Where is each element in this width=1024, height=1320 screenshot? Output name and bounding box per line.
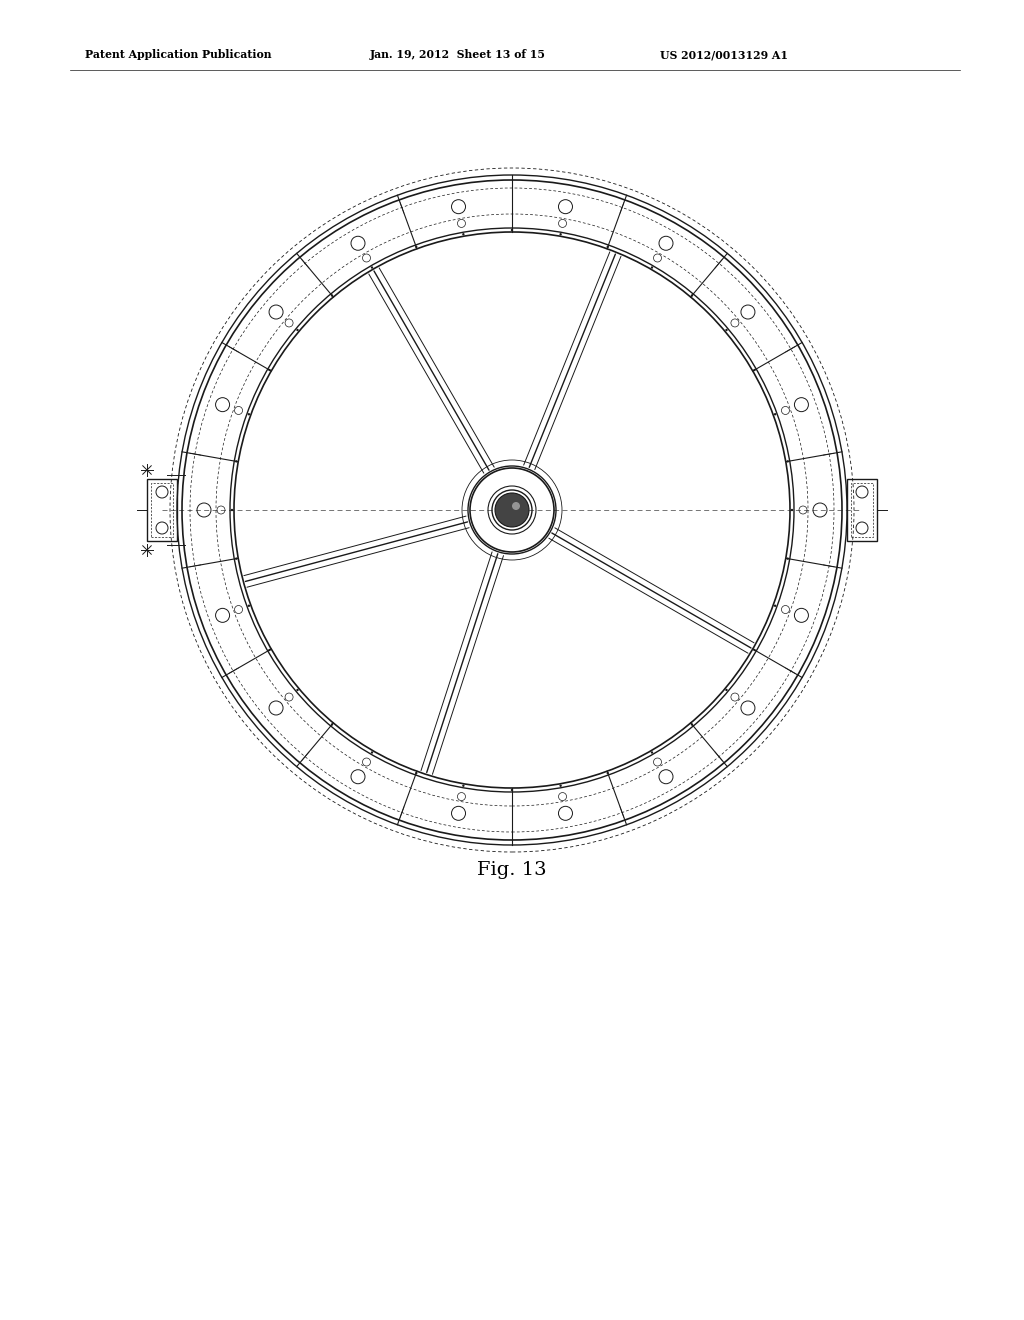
Bar — [151, 483, 173, 537]
Circle shape — [236, 557, 238, 560]
Circle shape — [462, 234, 465, 235]
Circle shape — [754, 649, 756, 651]
Circle shape — [725, 689, 728, 692]
Circle shape — [754, 368, 756, 371]
Circle shape — [511, 789, 513, 791]
Circle shape — [786, 461, 788, 462]
Circle shape — [512, 502, 520, 510]
Circle shape — [268, 649, 270, 651]
Bar — [147, 479, 177, 541]
Circle shape — [248, 605, 250, 607]
Circle shape — [559, 784, 562, 787]
Circle shape — [559, 234, 562, 235]
Circle shape — [511, 228, 513, 231]
Circle shape — [236, 461, 238, 462]
Circle shape — [791, 508, 794, 511]
Circle shape — [786, 557, 788, 560]
Circle shape — [268, 368, 270, 371]
Circle shape — [725, 329, 728, 331]
Circle shape — [331, 723, 333, 726]
Circle shape — [371, 751, 373, 754]
Circle shape — [651, 751, 653, 754]
Circle shape — [606, 246, 609, 248]
Circle shape — [331, 294, 333, 297]
Circle shape — [248, 413, 250, 416]
Circle shape — [462, 784, 465, 787]
Circle shape — [415, 772, 418, 775]
Circle shape — [774, 413, 776, 416]
Circle shape — [774, 605, 776, 607]
Circle shape — [691, 294, 693, 297]
Text: Jan. 19, 2012  Sheet 13 of 15: Jan. 19, 2012 Sheet 13 of 15 — [370, 49, 546, 61]
Circle shape — [606, 772, 609, 775]
Circle shape — [651, 267, 653, 269]
Circle shape — [691, 723, 693, 726]
Bar — [851, 483, 873, 537]
Text: Fig. 13: Fig. 13 — [477, 861, 547, 879]
Text: US 2012/0013129 A1: US 2012/0013129 A1 — [660, 49, 788, 61]
Circle shape — [415, 246, 418, 248]
Circle shape — [296, 689, 299, 692]
Bar — [847, 479, 877, 541]
Circle shape — [296, 329, 299, 331]
Circle shape — [230, 508, 233, 511]
Text: Patent Application Publication: Patent Application Publication — [85, 49, 271, 61]
Circle shape — [371, 267, 373, 269]
Circle shape — [495, 492, 529, 527]
